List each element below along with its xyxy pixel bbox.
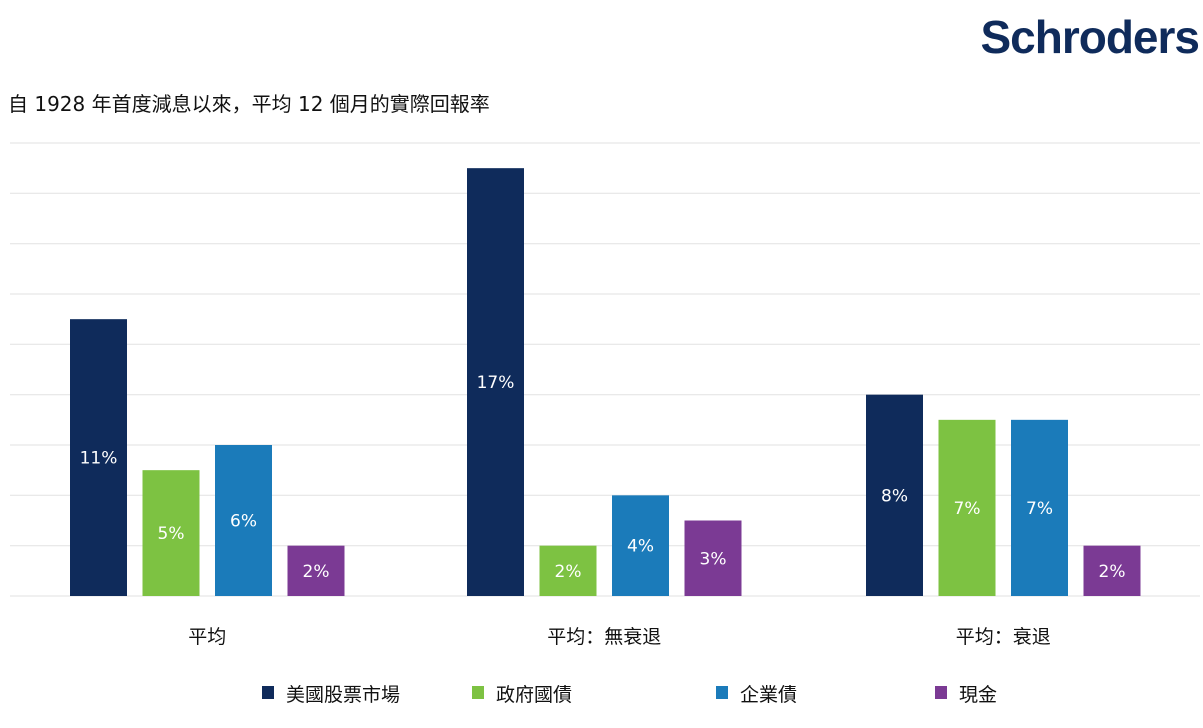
bar [938,419,996,596]
legend-label: 政府國債 [496,684,572,706]
bar [612,495,669,596]
legend-swatch [716,686,728,699]
bar [70,319,127,596]
data-label: 2% [1099,562,1126,582]
bar [539,545,597,596]
bar [1011,419,1068,596]
legend-label: 企業債 [740,684,797,706]
bar [142,470,200,596]
legend-swatch [472,686,484,699]
data-label: 7% [954,499,981,519]
data-label: 7% [1026,499,1053,519]
legend-swatch [262,686,274,699]
schroders-logo: Schroders [980,11,1200,63]
category-label: 平均：無衰退 [547,626,661,648]
data-label: 17% [477,373,515,393]
data-label: 11% [80,449,118,469]
data-label: 2% [303,562,330,582]
legend-label: 現金 [959,684,997,706]
data-label: 6% [230,512,257,532]
data-label: 4% [627,537,654,557]
data-label: 2% [555,562,582,582]
data-label: 3% [700,549,727,569]
bar [215,445,272,596]
bar [1083,545,1141,596]
legend-label: 美國股票市場 [286,684,400,706]
category-label: 平均：衰退 [956,626,1051,648]
bar [866,394,923,596]
category-label: 平均 [188,626,226,648]
bar [684,520,742,596]
bar [467,168,524,596]
bar [287,545,345,596]
data-label: 5% [158,524,185,544]
chart-title: 自 1928 年首度減息以來，平均 12 個月的實際回報率 [8,92,490,116]
legend-swatch [935,686,947,699]
data-label: 8% [881,486,908,506]
